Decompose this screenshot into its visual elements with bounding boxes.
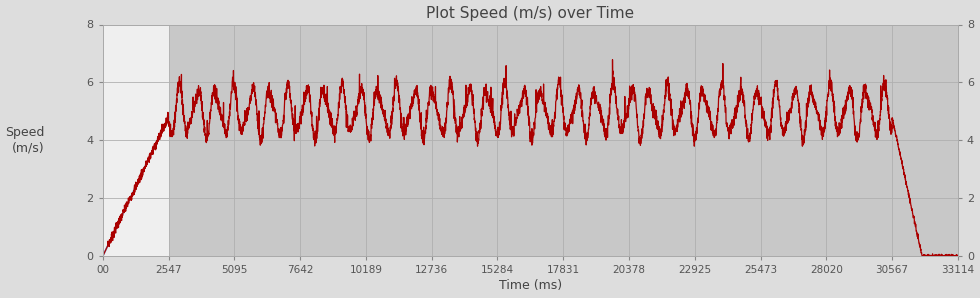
Bar [103, 24, 169, 256]
Y-axis label: Speed
(m/s): Speed (m/s) [6, 126, 45, 154]
Title: Plot Speed (m/s) over Time: Plot Speed (m/s) over Time [426, 6, 634, 21]
X-axis label: Time (ms): Time (ms) [499, 280, 562, 292]
